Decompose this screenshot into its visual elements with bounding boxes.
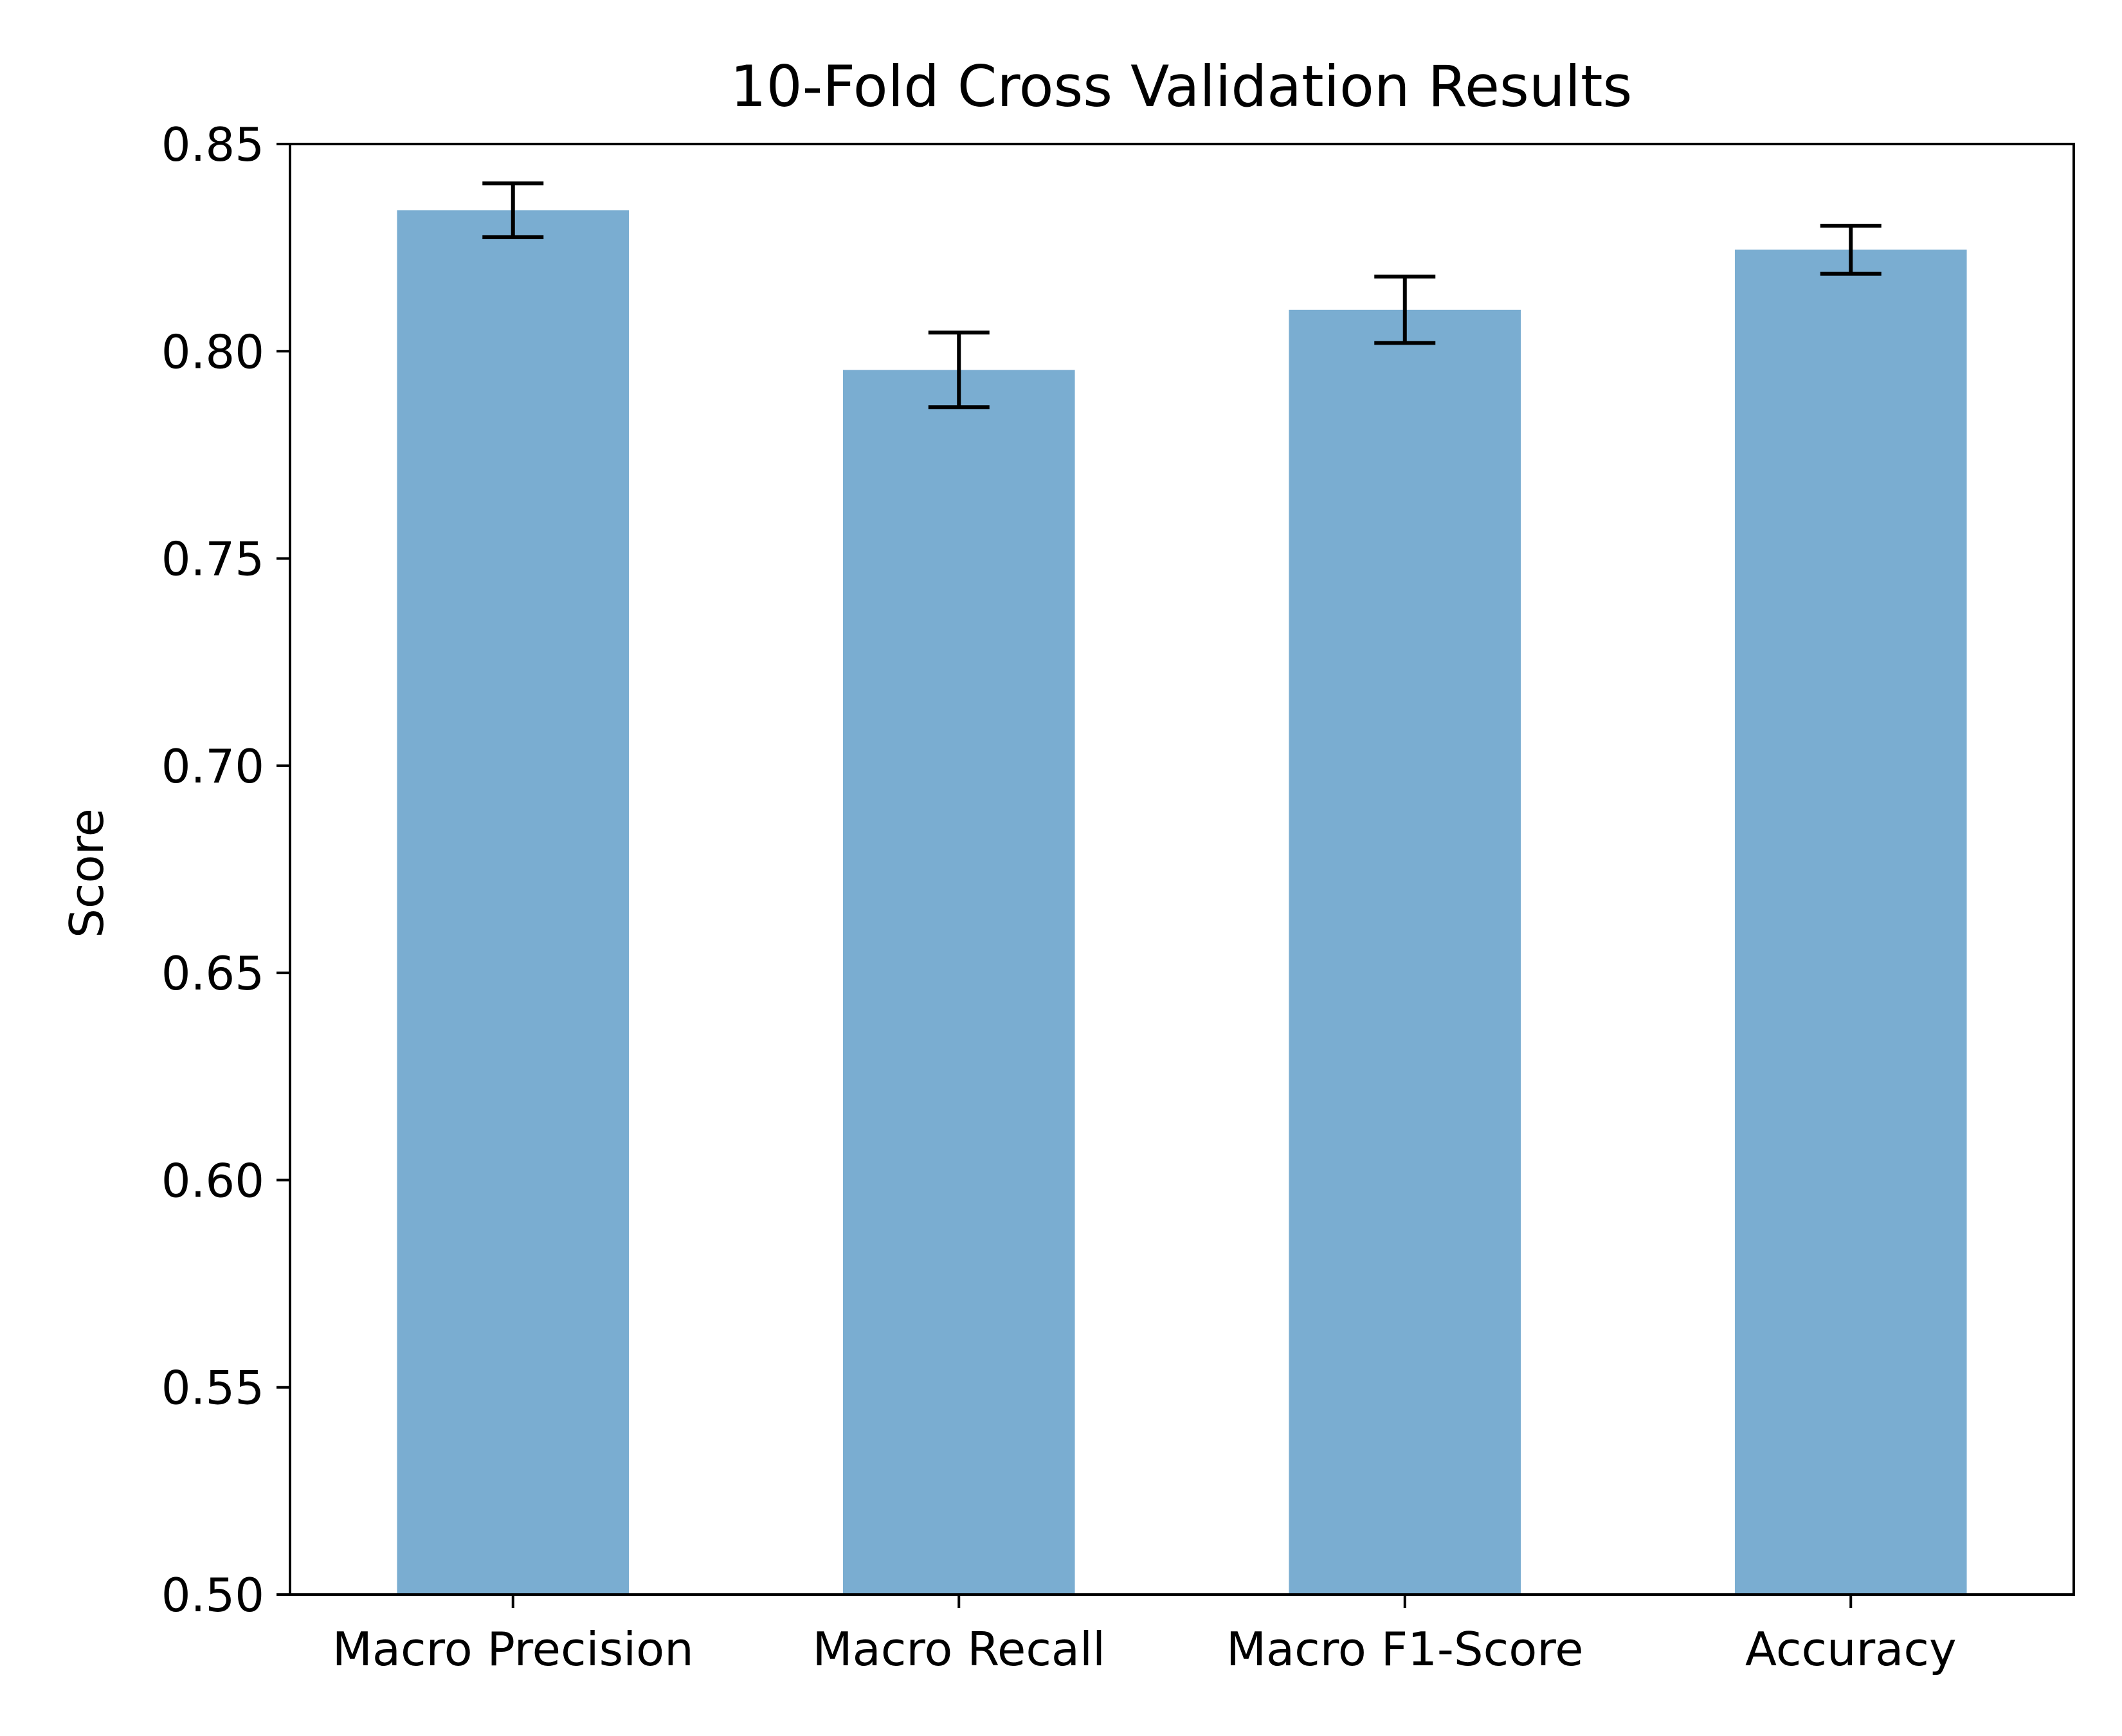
plot-frame xyxy=(289,143,2075,1596)
error-bars-group xyxy=(482,181,1882,410)
x-tick-label: Macro Recall xyxy=(812,1622,1105,1676)
y-tick-label: 0.75 xyxy=(161,532,264,586)
bar xyxy=(1289,309,1521,1595)
bar xyxy=(842,370,1075,1595)
y-tick-label: 0.65 xyxy=(161,946,264,1000)
bar xyxy=(1734,249,1967,1595)
x-tick-label: Macro Precision xyxy=(332,1622,694,1676)
y-tick-label: 0.50 xyxy=(161,1568,264,1622)
y-tick-label: 0.55 xyxy=(161,1361,264,1415)
y-axis-label: Score xyxy=(60,808,114,938)
x-tick-label: Accuracy xyxy=(1745,1622,1957,1676)
y-axis: 0.50 0.55 0.60 0.65 0.70 0.75 0.80 0.85 xyxy=(161,118,290,1622)
bar xyxy=(397,210,630,1595)
y-tick-label: 0.70 xyxy=(161,739,264,793)
y-tick-label: 0.80 xyxy=(161,325,264,379)
bars-group xyxy=(397,210,1967,1595)
y-tick-label: 0.60 xyxy=(161,1153,264,1207)
y-tick-label: 0.85 xyxy=(161,118,264,172)
x-axis: Macro Precision Macro Recall Macro F1-Scor… xyxy=(332,1595,1957,1676)
chart-title: 10-Fold Cross Validation Results xyxy=(730,53,1633,120)
x-tick-label: Macro F1-Score xyxy=(1226,1622,1584,1676)
